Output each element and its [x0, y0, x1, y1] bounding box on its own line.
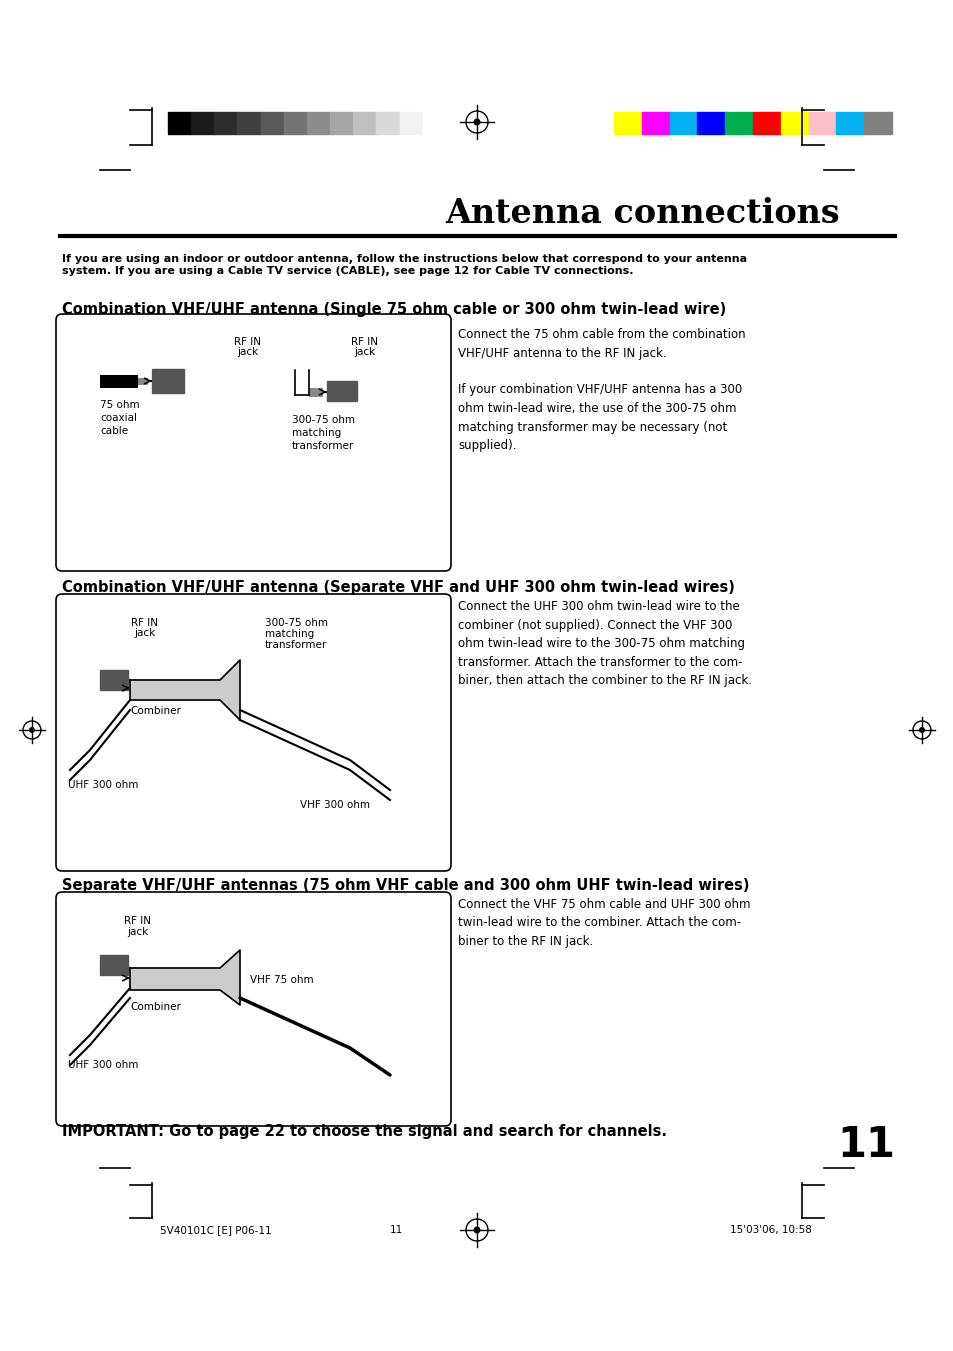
- Text: 11: 11: [836, 1124, 894, 1166]
- Bar: [697, 112, 724, 134]
- Text: 75 ohm
coaxial
cable: 75 ohm coaxial cable: [100, 400, 139, 436]
- Text: RF IN: RF IN: [351, 336, 378, 347]
- Polygon shape: [130, 661, 240, 720]
- Text: Connect the 75 ohm cable from the combination
VHF/UHF antenna to the RF IN jack.: Connect the 75 ohm cable from the combin…: [457, 328, 745, 453]
- Text: Combination VHF/UHF antenna (Single 75 ohm cable or 300 ohm twin-lead wire): Combination VHF/UHF antenna (Single 75 o…: [62, 303, 725, 317]
- Polygon shape: [138, 378, 148, 385]
- Text: jack: jack: [128, 927, 149, 938]
- Bar: [260, 112, 284, 134]
- Bar: [330, 112, 353, 134]
- Text: RF IN: RF IN: [132, 617, 158, 628]
- Bar: [752, 112, 780, 134]
- Polygon shape: [309, 388, 323, 397]
- Text: Separate VHF/UHF antennas (75 ohm VHF cable and 300 ohm UHF twin-lead wires): Separate VHF/UHF antennas (75 ohm VHF ca…: [62, 878, 749, 893]
- FancyBboxPatch shape: [56, 892, 451, 1125]
- Polygon shape: [130, 950, 240, 1005]
- Text: UHF 300 ohm: UHF 300 ohm: [68, 1061, 138, 1070]
- Text: matching: matching: [265, 630, 314, 639]
- Text: 15'03'06, 10:58: 15'03'06, 10:58: [729, 1225, 811, 1235]
- Circle shape: [473, 1227, 480, 1233]
- Text: Combiner: Combiner: [130, 1002, 181, 1012]
- Bar: [780, 112, 808, 134]
- Text: Connect the VHF 75 ohm cable and UHF 300 ohm
twin-lead wire to the combiner. Att: Connect the VHF 75 ohm cable and UHF 300…: [457, 898, 750, 948]
- Bar: [724, 112, 752, 134]
- Text: Connect the UHF 300 ohm twin-lead wire to the
combiner (not supplied). Connect t: Connect the UHF 300 ohm twin-lead wire t…: [457, 600, 751, 688]
- Bar: [353, 112, 376, 134]
- Bar: [669, 112, 697, 134]
- Text: RF IN: RF IN: [125, 916, 152, 925]
- Bar: [863, 112, 891, 134]
- Bar: [284, 112, 307, 134]
- Bar: [168, 112, 191, 134]
- Text: Antenna connections: Antenna connections: [445, 197, 840, 230]
- Bar: [836, 112, 863, 134]
- Bar: [808, 112, 836, 134]
- Circle shape: [473, 119, 480, 126]
- Text: transformer: transformer: [265, 640, 327, 650]
- Bar: [237, 112, 260, 134]
- Text: 11: 11: [390, 1225, 403, 1235]
- Bar: [307, 112, 330, 134]
- Text: Combiner: Combiner: [130, 707, 181, 716]
- Text: jack: jack: [354, 347, 375, 357]
- Text: RF IN: RF IN: [234, 336, 261, 347]
- Bar: [100, 670, 128, 690]
- Text: IMPORTANT: Go to page 22 to choose the signal and search for channels.: IMPORTANT: Go to page 22 to choose the s…: [62, 1124, 666, 1139]
- Text: UHF 300 ohm: UHF 300 ohm: [68, 780, 138, 790]
- FancyBboxPatch shape: [56, 313, 451, 571]
- Bar: [376, 112, 399, 134]
- Circle shape: [918, 727, 924, 734]
- Circle shape: [29, 727, 35, 734]
- Bar: [399, 112, 422, 134]
- Text: 300-75 ohm: 300-75 ohm: [265, 617, 328, 628]
- Text: 5V40101C [E] P06-11: 5V40101C [E] P06-11: [160, 1225, 272, 1235]
- Polygon shape: [100, 376, 138, 388]
- Bar: [641, 112, 669, 134]
- FancyBboxPatch shape: [56, 594, 451, 871]
- Text: VHF 75 ohm: VHF 75 ohm: [250, 975, 314, 985]
- Bar: [614, 112, 641, 134]
- Text: VHF 300 ohm: VHF 300 ohm: [299, 800, 370, 811]
- Text: jack: jack: [134, 628, 155, 638]
- Text: 300-75 ohm
matching
transformer: 300-75 ohm matching transformer: [292, 415, 355, 451]
- Bar: [191, 112, 214, 134]
- Text: jack: jack: [237, 347, 258, 357]
- Bar: [214, 112, 237, 134]
- Bar: [422, 112, 446, 134]
- Bar: [100, 955, 128, 975]
- Bar: [327, 381, 356, 401]
- Text: Combination VHF/UHF antenna (Separate VHF and UHF 300 ohm twin-lead wires): Combination VHF/UHF antenna (Separate VH…: [62, 580, 734, 594]
- Bar: [152, 369, 184, 393]
- Text: If you are using an indoor or outdoor antenna, follow the instructions below tha: If you are using an indoor or outdoor an…: [62, 254, 746, 276]
